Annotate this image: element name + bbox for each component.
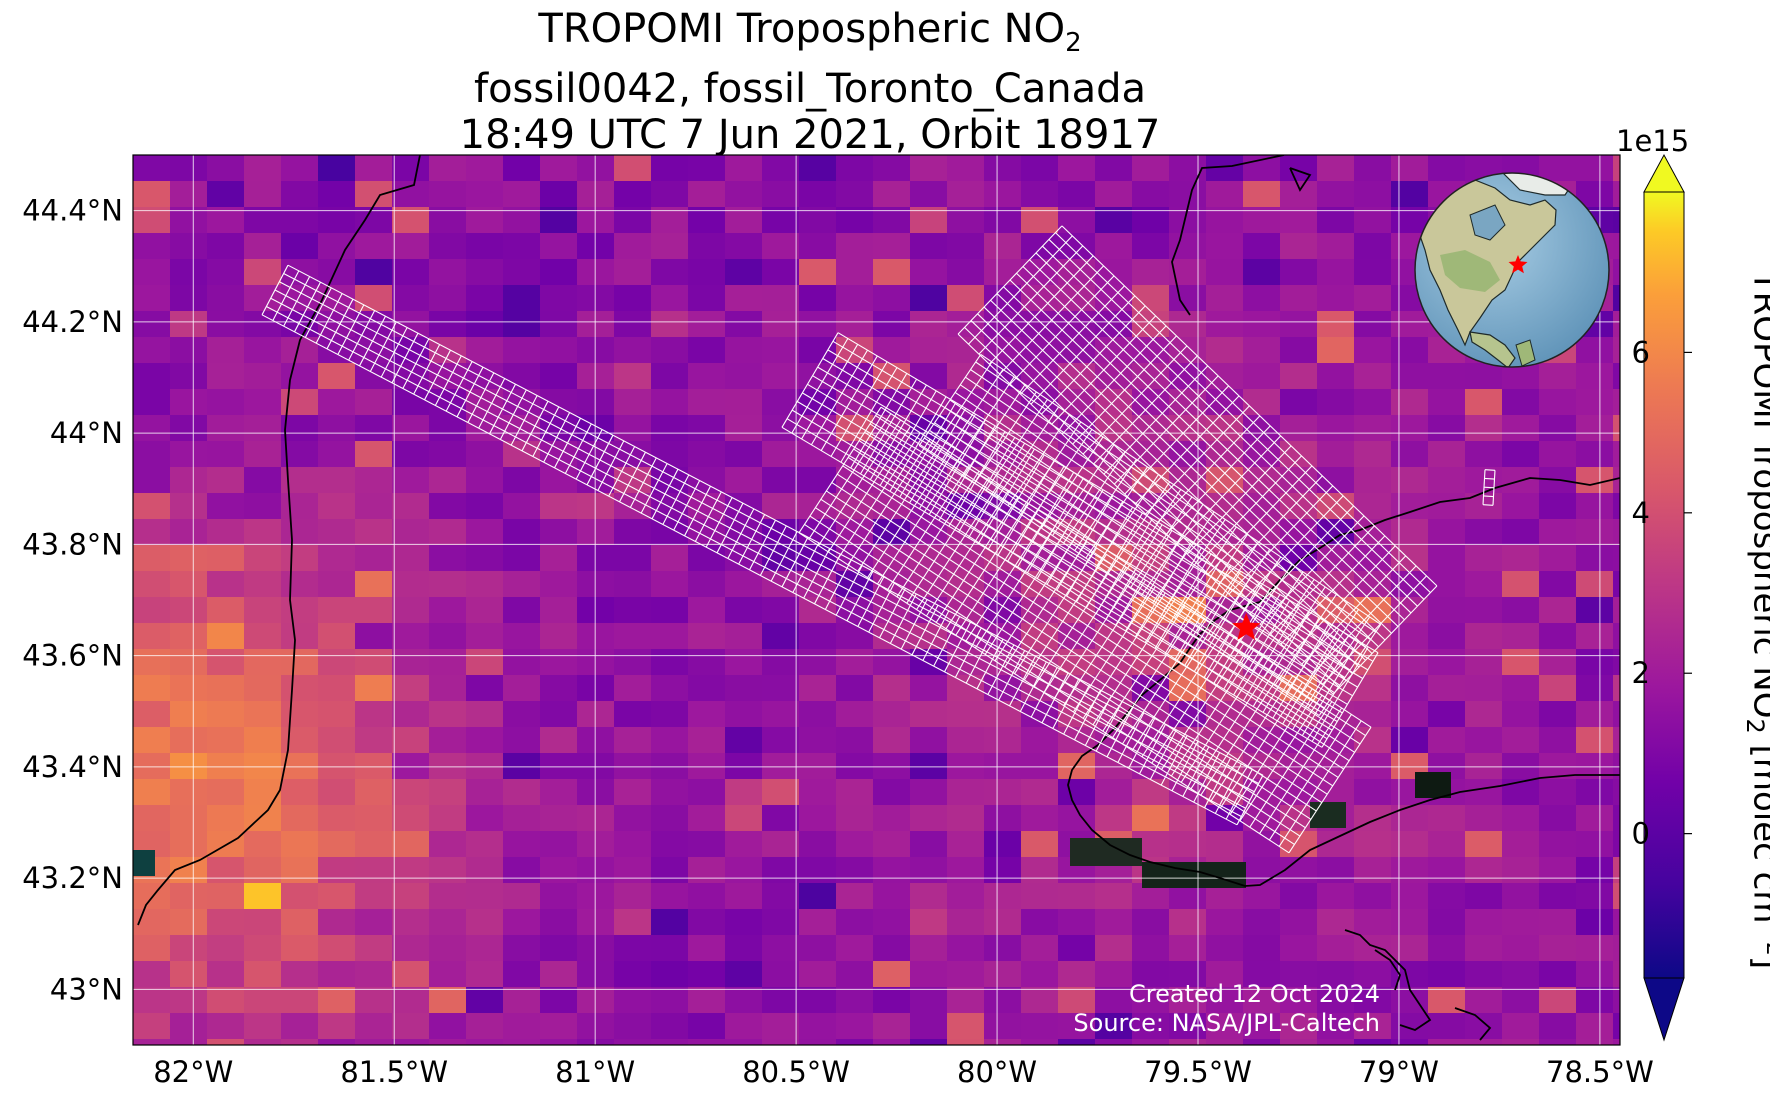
colorbar-extend-max (1643, 153, 1685, 193)
colorbar-gradient (1643, 191, 1685, 979)
lat-tick-label: 44.2°N (22, 305, 123, 339)
lon-tick-label: 79°W (1359, 1055, 1439, 1089)
colorbar-tick-label: 6 (1632, 335, 1650, 369)
map-frame (132, 154, 1621, 1046)
site-star-icon (1232, 612, 1261, 640)
colorbar-tick-label: 4 (1632, 496, 1650, 530)
toronto-site-star-icon (1232, 612, 1261, 640)
footprint-swath (1482, 469, 1496, 506)
lon-tick-label: 82°W (153, 1055, 233, 1089)
footprint-swath (918, 353, 1382, 717)
lon-tick-label: 78.5°W (1546, 1055, 1654, 1089)
globe-inset (1414, 172, 1610, 368)
title-line-1: TROPOMI Tropospheric NO2 (538, 6, 1082, 58)
lon-tick-label: 81°W (555, 1055, 635, 1089)
colorbar-label: TROPOMI Tropospheric NO2 [molec cm−2] (1740, 270, 1770, 969)
credit-source: Source: NASA/JPL-Caltech (1073, 1009, 1380, 1037)
lat-tick-label: 43.2°N (22, 861, 123, 895)
coastlines (137, 155, 1620, 1041)
latitude-tick-labels: 43°N 43.2°N 43.4°N 43.6°N 43.8°N 44°N 44.2°N 44… (22, 194, 123, 1007)
footprint-swath (261, 264, 1264, 826)
longitude-tick-labels: 82°W 81.5°W 81°W 80.5°W 80°W 79.5°W 79°W 78.5°W (153, 1055, 1654, 1089)
colorbar-tick-label: 2 (1632, 656, 1650, 690)
map-gridlines (133, 155, 1620, 1045)
lon-tick-label: 81.5°W (340, 1055, 448, 1089)
colorbar-tick-label: 0 (1632, 817, 1650, 851)
lat-tick-label: 43.6°N (22, 639, 123, 673)
globe-site-star-icon (1508, 255, 1528, 274)
credit-created: Created 12 Oct 2024 (1129, 980, 1380, 1008)
title-line-3: 18:49 UTC 7 Jun 2021, Orbit 18917 (459, 112, 1161, 158)
colorbar-exponent: 1e15 (1616, 124, 1690, 158)
globe-land (1417, 173, 1576, 367)
lat-tick-label: 44°N (50, 416, 123, 450)
target-mode-footprints (261, 225, 1496, 854)
lat-tick-label: 44.4°N (22, 194, 123, 228)
credit-text: Created 12 Oct 2024 Source: NASA/JPL-Cal… (1073, 980, 1380, 1038)
lon-tick-label: 79.5°W (1144, 1055, 1252, 1089)
footprint-swath (957, 225, 1438, 695)
lat-tick-label: 43°N (50, 972, 123, 1006)
title-line-2: fossil0042, fossil_Toronto_Canada (473, 66, 1146, 112)
lat-tick-label: 43.8°N (22, 527, 123, 561)
colorbar-extend-min (1643, 977, 1685, 1042)
lon-tick-label: 80.5°W (742, 1055, 850, 1089)
lon-tick-label: 80°W (957, 1055, 1037, 1089)
lat-tick-label: 43.4°N (22, 750, 123, 784)
figure-title: TROPOMI Tropospheric NO2 fossil0042, fos… (130, 6, 1490, 158)
footprint-swath (798, 406, 1372, 854)
colorbar-ticks: 0 2 4 6 (1632, 335, 1692, 851)
